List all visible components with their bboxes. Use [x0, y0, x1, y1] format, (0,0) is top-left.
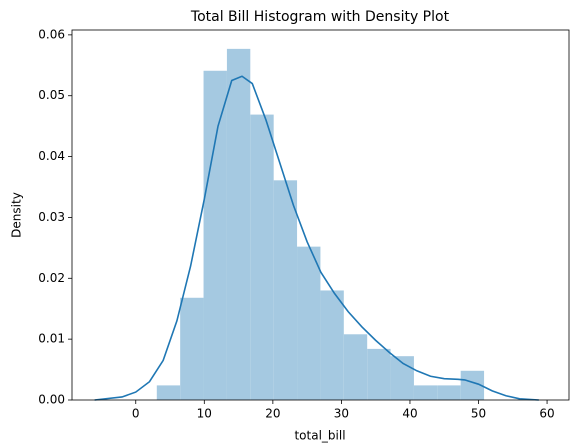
bar	[460, 370, 485, 400]
x-tick-label: 50	[471, 407, 486, 421]
y-axis-label: Density	[10, 192, 24, 238]
bar	[297, 246, 321, 400]
bar	[203, 70, 227, 401]
y-tick-label: 0.01	[38, 332, 65, 346]
y-tick-label: 0.03	[38, 210, 65, 224]
bar	[320, 290, 344, 400]
y-tick-label: 0.02	[38, 271, 65, 285]
y-tick-label: 0.00	[38, 393, 65, 407]
x-axis-label: total_bill	[294, 429, 345, 443]
bar	[273, 180, 298, 400]
y-tick-label: 0.04	[38, 149, 65, 163]
y-tick-label: 0.06	[38, 27, 65, 41]
x-tick-label: 30	[334, 407, 349, 421]
x-tick-label: 10	[197, 407, 212, 421]
plot-frame	[71, 29, 570, 401]
bar	[343, 334, 368, 400]
density-line	[94, 75, 539, 401]
bar	[437, 385, 461, 400]
x-tick-label: 20	[265, 407, 280, 421]
x-tick-label: 60	[539, 407, 554, 421]
bar	[390, 356, 414, 400]
x-tick-label: 0	[132, 407, 140, 421]
bar	[156, 385, 181, 400]
bar	[226, 48, 251, 400]
y-tick-label: 0.05	[38, 88, 65, 102]
bar	[180, 297, 204, 400]
x-tick-label: 40	[402, 407, 417, 421]
bar	[367, 348, 391, 400]
bar	[413, 385, 438, 400]
bar	[250, 114, 274, 401]
chart-title: Total Bill Histogram with Density Plot	[190, 9, 450, 25]
